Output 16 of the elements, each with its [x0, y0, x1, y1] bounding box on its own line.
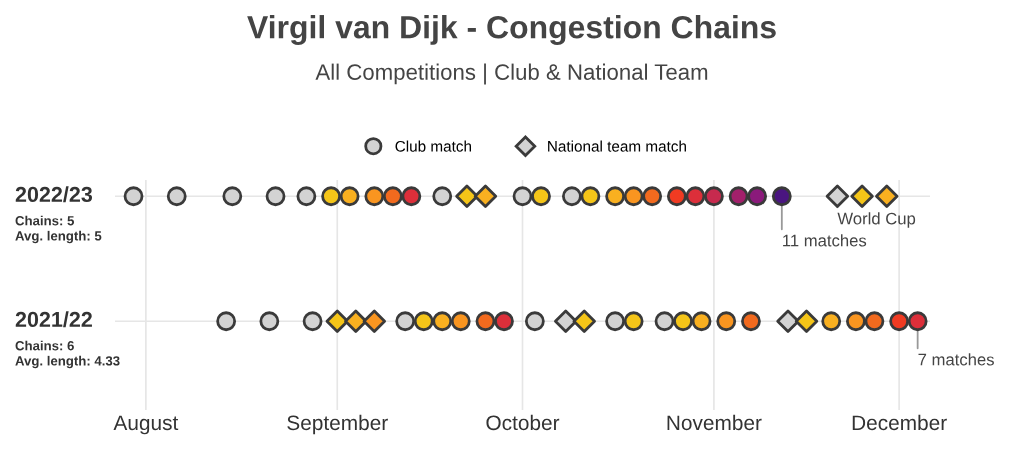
annotation: 11 matches: [783, 234, 867, 247]
chart-title: Virgil van Dijk - Congestion Chains: [247, 15, 776, 45]
annotation: World Cup: [837, 212, 916, 228]
x-tick-label: August: [113, 415, 179, 435]
text: Chains: 6 Avg. length: 4.33: [15, 340, 120, 369]
chart-subtitle: All Competitions | Club & National Team: [315, 63, 708, 85]
text: Chains: 5 Avg. length: 5: [15, 215, 102, 244]
x-tick-label: November: [667, 414, 762, 431]
legend-label: National team match: [548, 140, 686, 152]
text: 2021/22: [15, 311, 92, 328]
x-tick-label: September: [287, 414, 388, 435]
x-tick-label: October: [486, 414, 560, 431]
x-tick-label: December: [852, 414, 947, 431]
text: 2022/23: [15, 186, 93, 203]
annotation: 7 matches: [918, 353, 994, 366]
legend-label: Club match: [395, 140, 471, 152]
